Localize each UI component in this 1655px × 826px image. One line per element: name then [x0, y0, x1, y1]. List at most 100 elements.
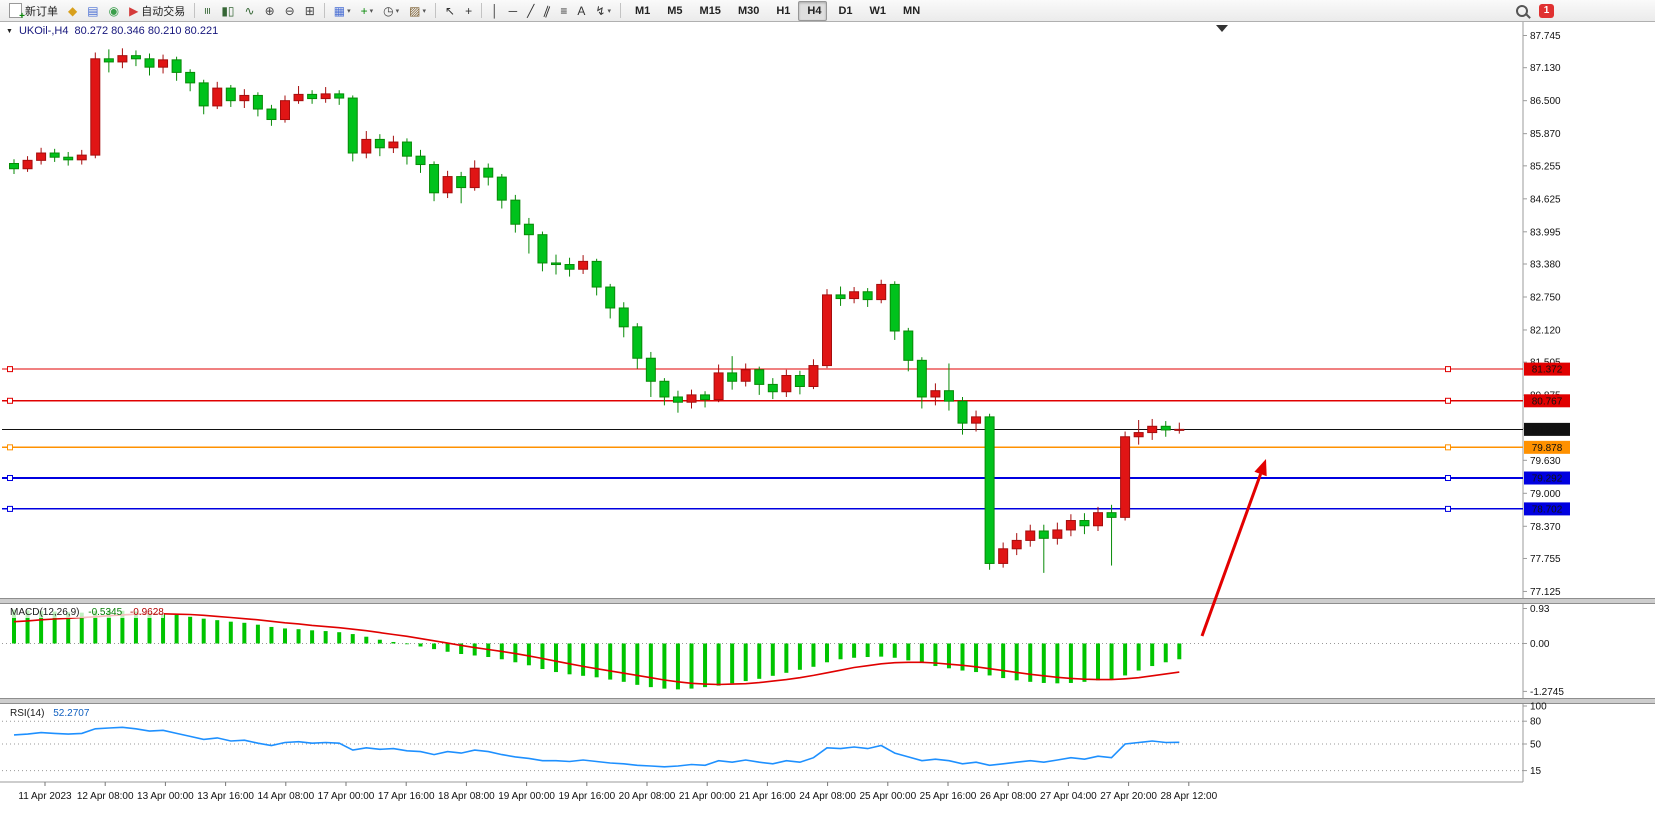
svg-text:11 Apr 2023: 11 Apr 2023: [18, 791, 72, 802]
horizontal-line-icon-glyph: ─: [508, 3, 518, 18]
tile-windows-icon[interactable]: ⊞: [301, 1, 319, 21]
vertical-line-icon-glyph: │: [491, 3, 499, 18]
bar-chart-icon[interactable]: ≡: [200, 1, 215, 21]
time-axis[interactable]: 11 Apr 2023 12 Apr 08:00 13 Apr 00:00 13 Ap…: [18, 782, 1218, 802]
svg-text:83.380: 83.380: [1530, 260, 1561, 271]
macd-histogram: [12, 609, 1182, 690]
vertical-line-icon[interactable]: │: [487, 1, 503, 21]
line-handle[interactable]: [7, 475, 13, 482]
svg-text:21 Apr 16:00: 21 Apr 16:00: [739, 791, 796, 802]
data-window-icon[interactable]: ▤: [83, 1, 102, 21]
notification-badge[interactable]: 1: [1539, 3, 1554, 18]
indicators-icon-glyph: +: [360, 3, 368, 18]
ohlc-values: 80.272 80.346 80.210 80.221: [74, 25, 219, 37]
templates-icon[interactable]: ▨ ▾: [405, 1, 430, 21]
navigator-icon[interactable]: ◉: [105, 1, 123, 21]
zoom-out-icon[interactable]: ⊖: [281, 1, 299, 21]
svg-text:0.93: 0.93: [1530, 604, 1550, 615]
macd-name: MACD(12,26,9): [10, 607, 80, 618]
svg-text:100: 100: [1530, 702, 1547, 713]
macd-signal-value: -0.9628: [129, 607, 164, 618]
horizontal-line-81.372[interactable]: [2, 366, 1523, 373]
svg-text:17 Apr 16:00: 17 Apr 16:00: [378, 791, 435, 802]
fibonacci-icon[interactable]: ≡: [556, 1, 571, 21]
arrows-icon[interactable]: ↯ ▾: [591, 1, 615, 21]
horizontal-line-80.767[interactable]: [2, 397, 1523, 404]
svg-text:15: 15: [1530, 766, 1542, 777]
line-handle[interactable]: [1445, 397, 1451, 404]
indicators-icon[interactable]: + ▾: [357, 1, 378, 21]
svg-text:81.372: 81.372: [1532, 365, 1563, 376]
svg-text:28 Apr 12:00: 28 Apr 12:00: [1160, 791, 1217, 802]
svg-text:78.370: 78.370: [1530, 522, 1561, 533]
timeframe-h1[interactable]: H1: [767, 1, 796, 21]
arrows-icon-glyph: ↯: [595, 3, 606, 18]
cursor-icon-glyph: ↖: [445, 3, 456, 18]
zoom-out-icon-glyph: ⊖: [284, 3, 295, 18]
timeframe-m1-label: M1: [634, 4, 651, 17]
timeframe-h1-label: H1: [776, 4, 791, 17]
zoom-in-icon-glyph: ⊕: [264, 3, 275, 18]
timeframe-m1[interactable]: M1: [626, 1, 656, 21]
svg-text:79.000: 79.000: [1530, 489, 1561, 500]
fibonacci-icon-glyph: ≡: [560, 3, 568, 18]
svg-text:79.878: 79.878: [1532, 443, 1563, 454]
line-handle[interactable]: [1445, 366, 1451, 373]
periods-icon[interactable]: ◷ ▾: [379, 1, 403, 21]
chevron-down-icon: ▾: [347, 7, 351, 15]
chart-canvas[interactable]: 87.745 87.130 86.500 85.870 85.255 84.625 83.9…: [0, 22, 1655, 826]
channel-icon[interactable]: ∥: [540, 1, 554, 21]
timeframe-h4[interactable]: H4: [798, 0, 828, 21]
horizontal-line-79.878[interactable]: [2, 444, 1523, 451]
line-handle[interactable]: [1445, 475, 1451, 482]
svg-text:83.995: 83.995: [1530, 227, 1561, 238]
timeframe-m30[interactable]: M30: [729, 1, 765, 21]
tile-windows-icon-glyph: ⊞: [304, 3, 315, 18]
panel-splitter[interactable]: [0, 598, 1655, 604]
magnifier-glass: [1516, 4, 1528, 17]
line-handle[interactable]: [7, 505, 13, 512]
svg-text:20 Apr 08:00: 20 Apr 08:00: [619, 791, 676, 802]
line-handle[interactable]: [7, 397, 13, 404]
line-chart-icon[interactable]: ∿: [241, 1, 259, 21]
chevron-down-icon: ▾: [607, 7, 611, 15]
auto-trading-button[interactable]: ▶ 自动交易: [125, 1, 189, 21]
svg-text:27 Apr 20:00: 27 Apr 20:00: [1100, 791, 1157, 802]
trend-arrow[interactable]: [1200, 459, 1267, 637]
candlesticks: [9, 48, 1185, 573]
cursor-icon[interactable]: ↖: [441, 1, 459, 21]
svg-text:77.125: 77.125: [1530, 587, 1561, 598]
horizontal-line-78.702[interactable]: [2, 505, 1523, 512]
timeframe-mn[interactable]: MN: [894, 1, 926, 21]
line-handle[interactable]: [7, 366, 13, 373]
timeframe-d1[interactable]: D1: [829, 1, 858, 21]
zoom-in-icon[interactable]: ⊕: [261, 1, 279, 21]
horizontal-line-icon[interactable]: ─: [505, 1, 522, 21]
crosshair-icon[interactable]: +: [461, 1, 476, 21]
svg-text:25 Apr 16:00: 25 Apr 16:00: [920, 791, 977, 802]
svg-text:79.292: 79.292: [1532, 474, 1563, 485]
svg-text:85.870: 85.870: [1530, 129, 1561, 140]
timeframe-w1[interactable]: W1: [861, 1, 893, 21]
svg-text:18 Apr 08:00: 18 Apr 08:00: [438, 791, 495, 802]
timeframe-m15[interactable]: M15: [691, 1, 727, 21]
horizontal-line-79.292[interactable]: [2, 475, 1523, 482]
text-icon[interactable]: A: [573, 1, 589, 21]
search-icon[interactable]: [1508, 1, 1536, 21]
rsi-name: RSI(14): [10, 708, 45, 719]
line-handle[interactable]: [1445, 505, 1451, 512]
candlestick-chart-icon[interactable]: ▮▯: [217, 1, 238, 21]
timeframe-h4-label: H4: [807, 4, 822, 17]
line-handle[interactable]: [1445, 444, 1451, 451]
line-handle[interactable]: [7, 444, 13, 451]
new-order-button[interactable]: 新订单: [5, 1, 62, 22]
trendline-icon[interactable]: ╱: [523, 1, 538, 21]
new-chart-icon[interactable]: ▦ ▾: [330, 1, 355, 21]
market-watch-icon[interactable]: ◆: [64, 1, 81, 21]
one-click-collapse-icon[interactable]: ▼: [6, 27, 13, 35]
svg-text:19 Apr 00:00: 19 Apr 00:00: [498, 791, 555, 802]
panel-splitter[interactable]: [0, 698, 1655, 704]
chevron-down-icon: ▾: [395, 7, 400, 15]
timeframe-m5[interactable]: M5: [658, 1, 688, 21]
separator: [435, 3, 437, 18]
